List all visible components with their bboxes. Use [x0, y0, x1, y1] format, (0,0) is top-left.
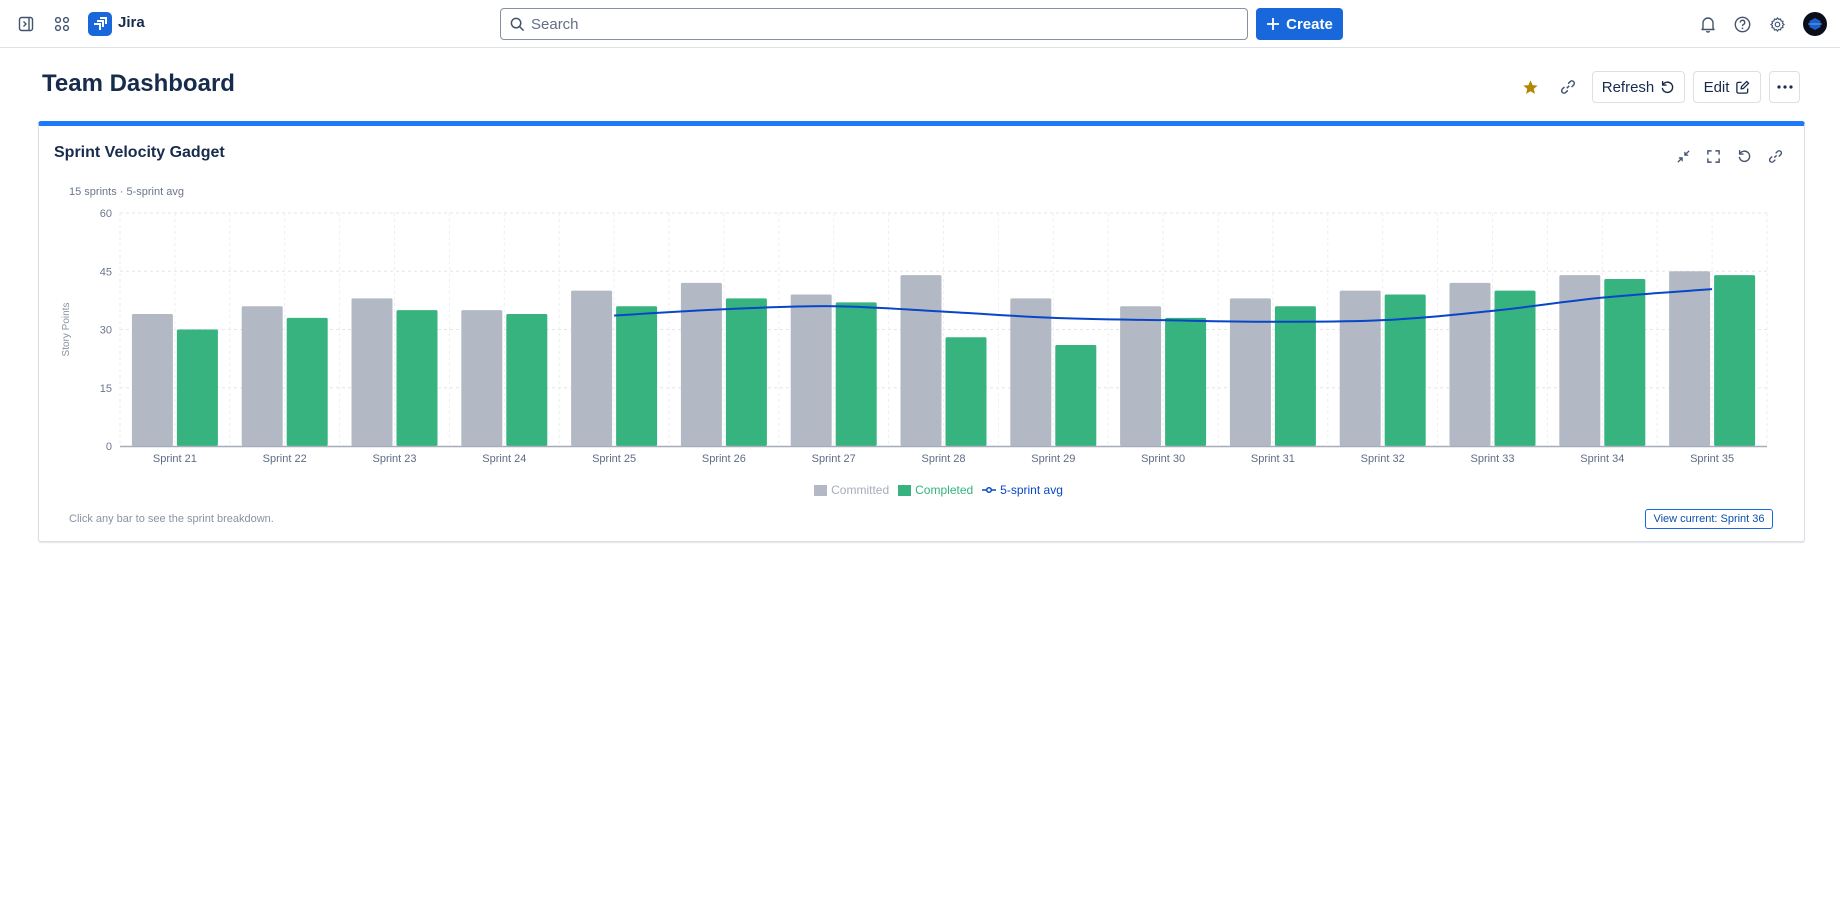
- legend-committed-label: Committed: [831, 483, 890, 497]
- x-tick-label: Sprint 34: [1580, 453, 1624, 465]
- edit-icon: [1736, 80, 1750, 94]
- plus-icon: [1267, 18, 1280, 30]
- search-icon: [510, 17, 525, 32]
- legend-completed-label: Completed: [915, 483, 974, 497]
- committed-bar[interactable]: [790, 294, 832, 446]
- x-tick-label: Sprint 21: [153, 453, 197, 465]
- x-tick-label: Sprint 30: [1141, 453, 1185, 465]
- committed-bar[interactable]: [241, 306, 283, 446]
- x-tick-label: Sprint 25: [592, 453, 636, 465]
- edit-button[interactable]: Edit: [1693, 71, 1761, 103]
- gadget-title: Sprint Velocity Gadget: [54, 144, 225, 161]
- committed-bar[interactable]: [1229, 298, 1271, 446]
- legend-completed[interactable]: Completed: [898, 483, 973, 497]
- committed-bar[interactable]: [1559, 275, 1601, 446]
- chart-legend: Committed Completed 5-sprint avg: [39, 483, 1806, 497]
- x-tick-label: Sprint 35: [1690, 453, 1734, 465]
- completed-bar[interactable]: [1055, 345, 1097, 446]
- chart-hint: Click any bar to see the sprint breakdow…: [69, 513, 274, 525]
- completed-bar[interactable]: [945, 337, 987, 446]
- committed-bar[interactable]: [1449, 282, 1491, 446]
- completed-bar[interactable]: [1274, 306, 1316, 446]
- completed-bar[interactable]: [835, 302, 877, 446]
- committed-bar[interactable]: [900, 275, 942, 446]
- committed-bar[interactable]: [131, 313, 173, 446]
- x-tick-label: Sprint 24: [482, 453, 526, 465]
- sprint-velocity-gadget: Sprint Velocity Gadget 15 sprints · 5-sp…: [38, 121, 1805, 542]
- y-tick-label: 45: [100, 266, 112, 278]
- velocity-chart[interactable]: 0 15 30 45 60 Story Points Sprint 21 Sprint 22 S…: [39, 126, 1806, 486]
- create-label: Create: [1286, 15, 1333, 33]
- completed-bar[interactable]: [286, 317, 328, 446]
- x-tick-label: Sprint 26: [702, 453, 746, 465]
- view-current-sprint-button[interactable]: View current: Sprint 36: [1645, 509, 1773, 529]
- completed-bar[interactable]: [1165, 317, 1207, 446]
- refresh-gadget-icon[interactable]: [1733, 145, 1755, 167]
- x-tick-label: Sprint 31: [1251, 453, 1295, 465]
- completed-bar[interactable]: [1714, 275, 1756, 446]
- committed-bar[interactable]: [1669, 271, 1711, 446]
- committed-bar[interactable]: [461, 310, 503, 446]
- x-tick-label: Sprint 33: [1470, 453, 1514, 465]
- sidebar-toggle-icon[interactable]: [14, 12, 38, 36]
- legend-average-label: 5-sprint avg: [1000, 483, 1063, 497]
- create-button[interactable]: Create: [1256, 8, 1343, 40]
- completed-bar[interactable]: [506, 313, 548, 446]
- edit-label: Edit: [1703, 78, 1730, 96]
- committed-bar[interactable]: [351, 298, 393, 446]
- jira-logo-icon[interactable]: [88, 12, 112, 36]
- committed-bar[interactable]: [1339, 290, 1381, 446]
- page-title: Team Dashboard: [42, 70, 235, 97]
- x-tick-label: Sprint 28: [921, 453, 965, 465]
- y-tick-label: 30: [100, 325, 112, 337]
- completed-swatch: [898, 484, 912, 496]
- committed-bar[interactable]: [1010, 298, 1052, 446]
- refresh-label: Refresh: [1601, 78, 1655, 96]
- x-tick-label: Sprint 32: [1361, 453, 1405, 465]
- star-icon[interactable]: [1518, 75, 1542, 99]
- average-line: [614, 288, 1713, 323]
- completed-bar[interactable]: [1384, 294, 1426, 446]
- more-icon: [1776, 85, 1793, 89]
- completed-bar[interactable]: [1604, 279, 1646, 446]
- x-tick-label: Sprint 29: [1031, 453, 1075, 465]
- completed-bar[interactable]: [725, 298, 767, 446]
- x-tick-label: Sprint 23: [372, 453, 416, 465]
- committed-swatch: [814, 484, 828, 496]
- completed-bar[interactable]: [616, 306, 658, 446]
- top-navigation: Jira Create: [0, 0, 1840, 48]
- search-box[interactable]: [500, 8, 1248, 40]
- y-axis-label: Story Points: [61, 303, 72, 357]
- refresh-button[interactable]: Refresh: [1592, 71, 1685, 103]
- completed-bar[interactable]: [1494, 290, 1536, 446]
- bell-icon[interactable]: [1696, 12, 1720, 36]
- x-tick-label: Sprint 22: [263, 453, 307, 465]
- help-icon[interactable]: [1730, 12, 1754, 36]
- chart-subtitle: 15 sprints · 5-sprint avg: [69, 186, 184, 198]
- refresh-icon: [1662, 80, 1674, 93]
- y-tick-label: 0: [106, 441, 112, 453]
- committed-bar[interactable]: [680, 282, 722, 446]
- fullscreen-icon[interactable]: [1702, 145, 1724, 167]
- completed-bar[interactable]: [176, 329, 218, 447]
- more-actions-button[interactable]: [1769, 71, 1800, 103]
- y-tick-label: 15: [100, 383, 112, 395]
- x-tick-label: Sprint 27: [812, 453, 856, 465]
- search-input[interactable]: [531, 9, 1231, 39]
- app-name[interactable]: Jira: [118, 14, 145, 31]
- committed-bar[interactable]: [571, 290, 613, 446]
- y-tick-label: 60: [100, 208, 112, 220]
- minimize-icon[interactable]: [1672, 145, 1694, 167]
- gadget-link-icon[interactable]: [1764, 145, 1786, 167]
- committed-bar[interactable]: [1120, 306, 1162, 446]
- app-switcher-icon[interactable]: [50, 12, 74, 36]
- avatar[interactable]: [1803, 12, 1827, 36]
- legend-committed[interactable]: Committed: [814, 483, 889, 497]
- copy-link-icon[interactable]: [1556, 75, 1580, 99]
- legend-average[interactable]: 5-sprint avg: [982, 483, 1063, 497]
- completed-bar[interactable]: [396, 310, 438, 446]
- gear-icon[interactable]: [1765, 12, 1789, 36]
- line-marker-icon: [982, 486, 997, 494]
